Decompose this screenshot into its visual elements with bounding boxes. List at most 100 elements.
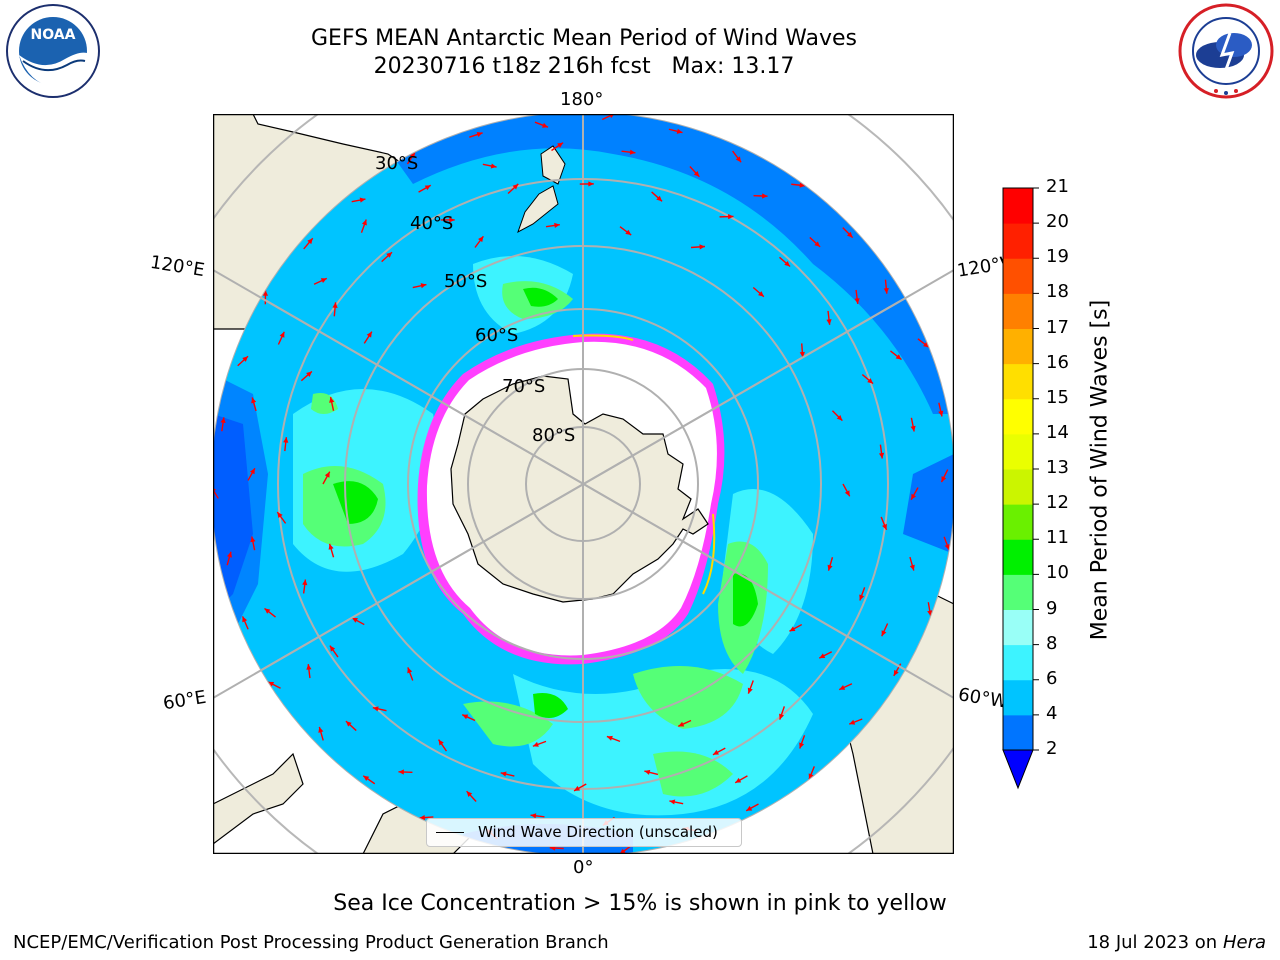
wind-wave-arrow [719, 214, 734, 220]
lon-label-120e: 120°E [148, 251, 207, 282]
wind-wave-arrow [909, 556, 915, 571]
wind-wave-arrow [651, 191, 663, 202]
wind-wave-arrow [250, 536, 256, 551]
legend-line-swatch [436, 832, 464, 833]
colorbar-tick-label: 12 [1046, 492, 1069, 514]
colorbar-band [1003, 328, 1033, 365]
wind-wave-arrow [619, 226, 632, 236]
footer-date: 18 Jul 2023 on Hera [1087, 932, 1266, 953]
wind-wave-arrow [466, 790, 477, 802]
wind-wave-arrow [573, 783, 587, 792]
wind-wave-arrow [412, 283, 427, 289]
wind-wave-arrow [351, 617, 365, 626]
wind-wave-arrow [910, 487, 919, 501]
wind-wave-arrow [779, 256, 791, 268]
wind-wave-arrow [732, 150, 742, 163]
wind-wave-arrow [220, 417, 226, 432]
wind-wave-arrow [237, 355, 249, 367]
wind-wave-arrow [532, 740, 547, 747]
colorbar-band [1003, 539, 1033, 575]
wind-wave-arrow [329, 645, 339, 658]
polar-map: 30°S 40°S 50°S 60°S 70°S 80°S [213, 114, 954, 854]
colorbar-band [1003, 433, 1033, 470]
sea-ice-caption: Sea Ice Concentration > 15% is shown in … [333, 891, 947, 916]
wind-wave-arrow [799, 343, 805, 358]
wind-wave-arrow [621, 149, 636, 155]
wind-wave-arrow [880, 516, 888, 531]
legend-label: Wind Wave Direction (unscaled) [478, 823, 718, 841]
wind-wave-arrow [579, 181, 594, 187]
wind-wave-arrow [881, 623, 889, 637]
wind-wave-arrow [276, 511, 287, 524]
lon-label-60e: 60°E [161, 686, 208, 715]
wind-wave-arrow [734, 775, 748, 784]
wind-wave-arrow [779, 706, 786, 720]
chart-subtitle: 20230716 t18z 216h fcst Max: 13.17 [373, 54, 795, 79]
lat-label-70s: 70°S [502, 376, 545, 397]
colorbar [1002, 187, 1039, 790]
footer-credit: NCEP/EMC/Verification Post Processing Pr… [13, 932, 609, 953]
lon-label-180: 180° [560, 89, 604, 110]
colorbar-tick-label: 14 [1046, 421, 1069, 443]
colorbar-tick-label: 11 [1046, 527, 1069, 549]
wind-wave-arrow [818, 651, 833, 659]
wind-wave-arrow [407, 667, 414, 681]
wind-wave-arrow [753, 193, 768, 199]
wind-wave-arrow [226, 551, 233, 566]
wind-wave-arrow [362, 775, 376, 785]
wind-wave-arrow [831, 410, 843, 422]
wind-wave-arrow [283, 437, 289, 452]
colorbar-band [1003, 258, 1033, 294]
colorbar-tick-label: 21 [1046, 176, 1069, 197]
colorbar-title: Mean Period of Wind Waves [s] [1087, 299, 1113, 641]
wind-wave-arrow [262, 290, 269, 305]
wind-wave-arrow [241, 616, 249, 630]
wind-wave-arrow [328, 543, 335, 558]
wind-wave-arrow [848, 718, 863, 725]
wind-wave-arrow [530, 813, 545, 819]
colorbar-tick-label: 13 [1046, 457, 1069, 478]
wind-wave-arrow [789, 623, 803, 632]
colorbar-tick-label: 4 [1046, 702, 1058, 724]
wind-wave-arrow [752, 286, 765, 298]
wind-wave-arrow [799, 735, 806, 749]
wind-wave-arrow [842, 227, 854, 239]
wind-wave-arrow [791, 182, 806, 188]
colorbar-tick-label: 15 [1046, 386, 1069, 408]
wind-wave-arrow [690, 244, 706, 250]
antarctica [450, 375, 709, 603]
colorbar-band [1003, 714, 1033, 751]
colorbar-tick-label: 18 [1046, 281, 1069, 303]
wind-wave-arrow [507, 183, 519, 195]
lat-label-80s: 80°S [532, 425, 575, 446]
wind-wave-arrow [419, 814, 434, 821]
wind-wave-arrow [883, 279, 889, 294]
wind-wave-arrow [745, 803, 759, 812]
wind-wave-arrow [482, 163, 497, 169]
wind-wave-arrow [534, 121, 549, 128]
wind-wave-arrow [677, 719, 692, 727]
colorbar-band [1003, 644, 1033, 681]
lat-label-60s: 60°S [475, 325, 518, 346]
wind-wave-arrow [372, 706, 387, 712]
colorbar-tick-label: 19 [1046, 246, 1069, 268]
wind-wave-arrow [461, 714, 476, 722]
colorbar-band [1003, 504, 1033, 540]
colorbar-band [1003, 609, 1033, 646]
colorbar-band [1003, 574, 1033, 610]
wind-wave-arrow [689, 166, 700, 178]
wind-wave-arrow [469, 132, 483, 138]
wind-wave-arrow [360, 219, 367, 233]
wind-wave-arrow [712, 747, 726, 756]
colorbar-tick-label: 17 [1046, 316, 1069, 338]
wind-wave-arrow [917, 338, 930, 348]
wind-wave-arrow [878, 444, 885, 459]
lat-label-30s: 30°S [375, 153, 418, 174]
colorbar-tick-label: 20 [1046, 211, 1069, 233]
wind-wave-arrow [329, 396, 335, 411]
wind-wave-arrow [318, 726, 324, 741]
colorbar-under-triangle [1002, 749, 1034, 790]
wind-wave-arrow [247, 467, 256, 481]
wind-wave-arrow [859, 587, 866, 601]
lat-label-40s: 40°S [410, 213, 453, 234]
